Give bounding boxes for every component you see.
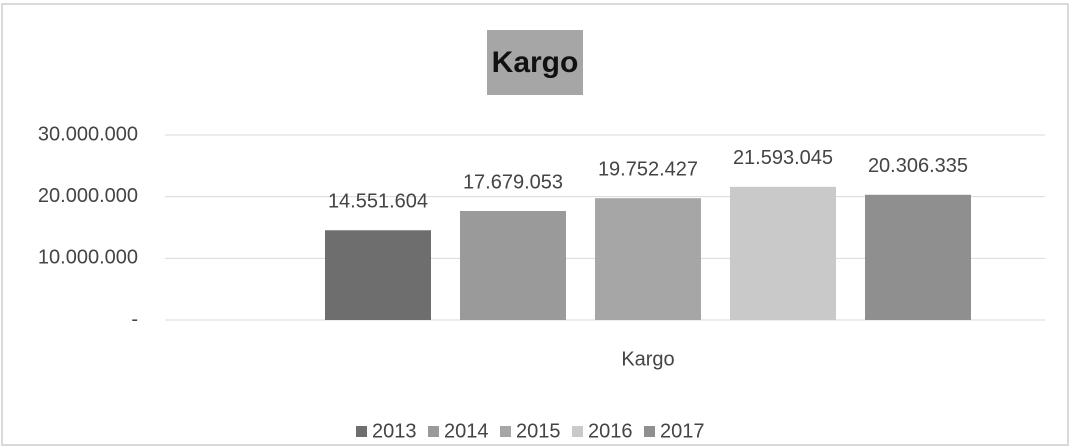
chart-title: Kargo	[492, 46, 579, 79]
legend-swatch	[500, 426, 511, 437]
y-tick-label: 20.000.000	[38, 185, 138, 207]
bar	[595, 198, 701, 320]
data-label: 21.593.045	[733, 147, 833, 169]
legend-swatch	[644, 426, 655, 437]
y-tick-label: 10.000.000	[38, 247, 138, 269]
legend-swatch	[428, 426, 439, 437]
bar	[460, 210, 566, 320]
y-tick-label: 30.000.000	[38, 123, 138, 145]
x-tick-label: Kargo	[621, 348, 674, 370]
title-box	[487, 30, 583, 95]
data-label: 17.679.053	[463, 171, 563, 193]
legend-label: 2017	[660, 420, 705, 442]
data-label: 19.752.427	[598, 158, 698, 180]
data-label: 14.551.604	[328, 191, 428, 213]
bar	[865, 194, 971, 320]
legend-label: 2013	[372, 420, 417, 442]
legend-label: 2015	[516, 420, 561, 442]
bar	[730, 186, 836, 320]
y-tick-label: -	[131, 308, 138, 330]
legend-label: 2014	[444, 420, 489, 442]
legend-swatch	[356, 426, 367, 437]
data-label: 20.306.335	[868, 155, 968, 177]
bar	[325, 230, 431, 320]
legend-swatch	[572, 426, 583, 437]
legend-label: 2016	[588, 420, 633, 442]
